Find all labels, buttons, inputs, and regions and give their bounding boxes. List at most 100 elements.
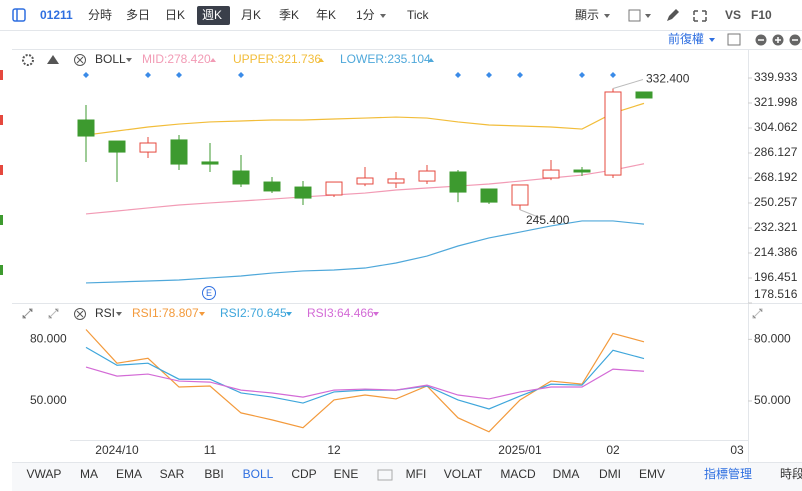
adjust-menu[interactable]: 前復權 xyxy=(668,31,704,46)
settings-icon[interactable] xyxy=(22,54,34,66)
indicator-tab[interactable]: SAR xyxy=(160,467,185,481)
indicator-arrow xyxy=(126,58,132,62)
candle-body xyxy=(449,171,467,193)
left-edge-mark xyxy=(0,265,3,275)
annotation-leader xyxy=(612,79,644,89)
left-edge-mark xyxy=(0,70,3,80)
event-marker[interactable] xyxy=(202,286,216,300)
x-tick-label: 2025/01 xyxy=(498,443,542,457)
x-tick-label: 02 xyxy=(606,443,620,457)
legend-entry: LOWER:235.104 xyxy=(340,52,431,66)
annotation-leader xyxy=(519,209,546,221)
period-tab[interactable]: 分時 xyxy=(88,8,112,22)
period-tab[interactable]: 1分 xyxy=(356,8,375,22)
y-tick-label: 304.062 xyxy=(754,120,798,134)
vs-button[interactable]: VS xyxy=(725,8,741,22)
checkbox[interactable] xyxy=(628,9,641,22)
indicator-arrow xyxy=(286,312,292,316)
indicator-tab[interactable]: EMV xyxy=(639,467,665,481)
candle-body xyxy=(201,161,219,165)
indicator-tab[interactable]: MA xyxy=(80,467,98,481)
tab-bar xyxy=(12,463,802,491)
close-icon xyxy=(76,310,84,318)
close-icon xyxy=(76,56,84,64)
y-tick-label: 80.000 xyxy=(30,332,67,346)
signal-marker xyxy=(238,72,244,78)
left-edge-mark xyxy=(0,165,3,175)
dropdown-arrow xyxy=(709,38,715,42)
signal-marker xyxy=(579,72,585,78)
period-tab[interactable]: Tick xyxy=(407,8,430,22)
period-tab[interactable]: 年K xyxy=(316,8,336,22)
x-tick-label: 03 xyxy=(730,443,744,457)
indicator-tab[interactable]: DMI xyxy=(599,467,621,481)
close-icon[interactable] xyxy=(74,308,86,320)
signal-marker xyxy=(486,72,492,78)
signal-marker xyxy=(610,72,616,78)
f10-button[interactable]: F10 xyxy=(751,8,772,22)
expand-icon xyxy=(752,308,763,319)
collapse-icon[interactable] xyxy=(47,55,59,64)
indicator-name[interactable]: RSI xyxy=(95,306,115,320)
indicator-tab[interactable]: ENE xyxy=(334,467,359,481)
expand-icon xyxy=(48,308,59,319)
rsi-line xyxy=(85,346,645,410)
y-tick-label: 232.321 xyxy=(754,220,798,234)
x-tick-label: 12 xyxy=(327,443,341,457)
indicator-arrow xyxy=(380,14,386,18)
display-menu[interactable]: 顯示 xyxy=(575,8,599,22)
y-tick-label: 50.000 xyxy=(754,393,791,407)
indicator-tab[interactable]: EMA xyxy=(116,467,142,481)
candle-body xyxy=(139,142,157,153)
sidebar-icon[interactable] xyxy=(12,8,26,22)
event-marker-label: E xyxy=(206,288,212,298)
tab-scroll-icon[interactable] xyxy=(377,469,393,481)
close-icon[interactable] xyxy=(74,54,86,66)
signal-marker xyxy=(83,72,89,78)
period-tab[interactable]: 月K xyxy=(241,8,261,22)
y-tick-label: 50.000 xyxy=(30,393,67,407)
period-selected xyxy=(197,6,230,25)
signal-marker xyxy=(145,72,151,78)
indicator-tab[interactable]: MFI xyxy=(406,467,427,481)
y-tick-label: 80.000 xyxy=(754,332,791,346)
indicator-tab[interactable]: DMA xyxy=(553,467,580,481)
left-edge-mark xyxy=(0,215,3,225)
candle-body xyxy=(480,188,498,203)
indicator-tab[interactable]: MACD xyxy=(500,467,536,481)
expand-icon[interactable] xyxy=(22,308,33,319)
symbol[interactable]: 01211 xyxy=(40,8,73,22)
indicator-line xyxy=(85,220,645,284)
draw-icon[interactable] xyxy=(667,9,679,21)
period-tab[interactable]: 時段 xyxy=(780,466,802,481)
indicator-tab[interactable]: BBI xyxy=(204,467,223,481)
y-tick-label: 214.386 xyxy=(754,245,798,259)
fullscreen-icon[interactable] xyxy=(693,10,707,22)
scale-icon[interactable] xyxy=(727,33,741,46)
period-tab[interactable]: 週K xyxy=(202,8,222,22)
indicator-tab[interactable]: VWAP xyxy=(27,467,62,481)
candle-body xyxy=(77,119,95,137)
indicator-tab[interactable]: BOLL xyxy=(243,467,274,481)
dropdown-arrow xyxy=(645,14,651,18)
indicator-arrow xyxy=(116,312,122,316)
indicator-tab[interactable]: CDP xyxy=(291,467,316,481)
indicator-manage[interactable]: 指標管理 xyxy=(704,466,752,481)
legend-entry: RSI2:70.645 xyxy=(220,306,287,320)
indicator-arrow xyxy=(210,58,216,62)
rsi-line xyxy=(85,329,645,433)
period-tab[interactable]: 日K xyxy=(165,8,185,22)
min-annotation: 245.400 xyxy=(526,213,570,227)
indicator-arrow xyxy=(373,312,379,316)
period-tab[interactable]: 多日 xyxy=(126,8,150,22)
indicator-tab[interactable]: VOLAT xyxy=(444,467,483,481)
signal-marker xyxy=(176,72,182,78)
left-edge-mark xyxy=(0,115,3,125)
legend-entry: MID:278.420 xyxy=(142,52,211,66)
dropdown-arrow xyxy=(604,14,610,18)
indicator-name[interactable]: BOLL xyxy=(95,52,126,66)
signal-marker xyxy=(455,72,461,78)
period-tab[interactable]: 季K xyxy=(279,8,299,22)
